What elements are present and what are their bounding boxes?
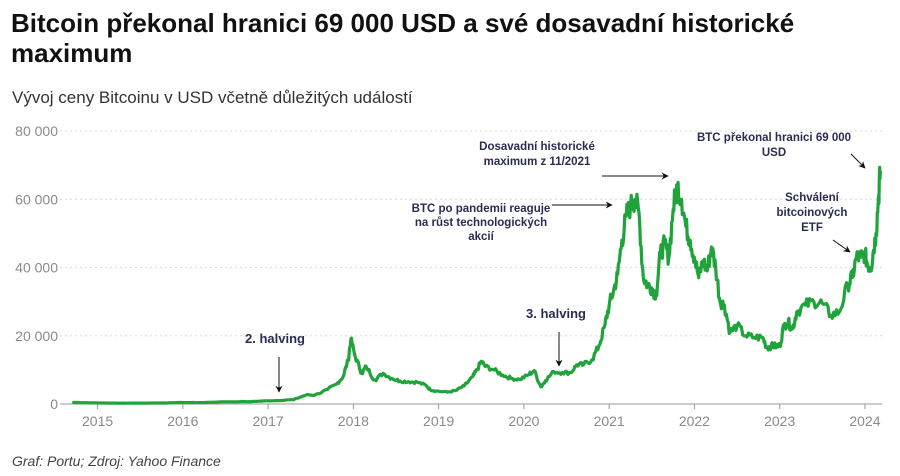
x-tick-label: 2017 — [253, 413, 284, 429]
x-tick-label: 2016 — [167, 413, 198, 429]
annotation-ath-2021: Dosavadní historické maximum z 11/2021 — [479, 141, 669, 180]
x-tick-label: 2020 — [508, 413, 539, 429]
y-tick-label: 60 000 — [15, 191, 58, 207]
annotation-arrow — [850, 153, 866, 169]
annotation-text: BTC po pandemii reaguje na růst technolog… — [412, 203, 551, 243]
grid-layer — [60, 130, 882, 405]
x-tick-label: 2015 — [82, 413, 113, 429]
x-tick-label: 2021 — [594, 413, 625, 429]
annotation-etf: Schválení bitcoinových ETF — [777, 192, 851, 253]
annotation-text: BTC překonal hranici 69 000 USD — [697, 132, 851, 159]
annotation-text: Schválení bitcoinových ETF — [777, 192, 848, 234]
annotation-halving-3: 3. halving — [526, 306, 586, 367]
annotation-arrow — [832, 239, 851, 253]
x-tick-label: 2019 — [423, 413, 454, 429]
y-tick-label: 80 000 — [15, 123, 58, 139]
annotation-text: 2. halving — [245, 331, 305, 346]
y-tick-label: 0 — [50, 396, 58, 412]
annotations: 2. halving 3. halving BTC po pandemii reag… — [245, 132, 866, 393]
price-series-line — [72, 165, 882, 405]
chart-title: Bitcoin překonal hranici 69 000 USD a sv… — [11, 8, 795, 68]
y-axis: 0 20 000 40 000 60 000 80 000 — [15, 123, 58, 412]
chart-source: Graf: Portu; Zdroj: Yahoo Finance — [12, 453, 221, 469]
x-tick-label: 2024 — [849, 413, 880, 429]
annotation-text: 3. halving — [526, 306, 586, 321]
x-axis: 2015 2016 2017 2018 2019 2020 2021 2022 2023 2024 — [82, 404, 881, 429]
y-tick-label: 40 000 — [15, 260, 58, 276]
annotation-pandemic: BTC po pandemii reaguje na růst technolog… — [412, 201, 613, 243]
annotation-halving-2: 2. halving — [245, 331, 305, 393]
x-tick-label: 2022 — [679, 413, 710, 429]
annotation-btc-69k: BTC překonal hranici 69 000 USD — [697, 132, 866, 169]
x-tick-label: 2018 — [338, 413, 369, 429]
y-tick-label: 20 000 — [15, 328, 58, 344]
x-tick-label: 2023 — [764, 413, 795, 429]
chart-subtitle: Vývoj ceny Bitcoinu v USD včetně důležit… — [12, 88, 413, 107]
annotation-text: Dosavadní historické maximum z 11/2021 — [479, 141, 595, 168]
